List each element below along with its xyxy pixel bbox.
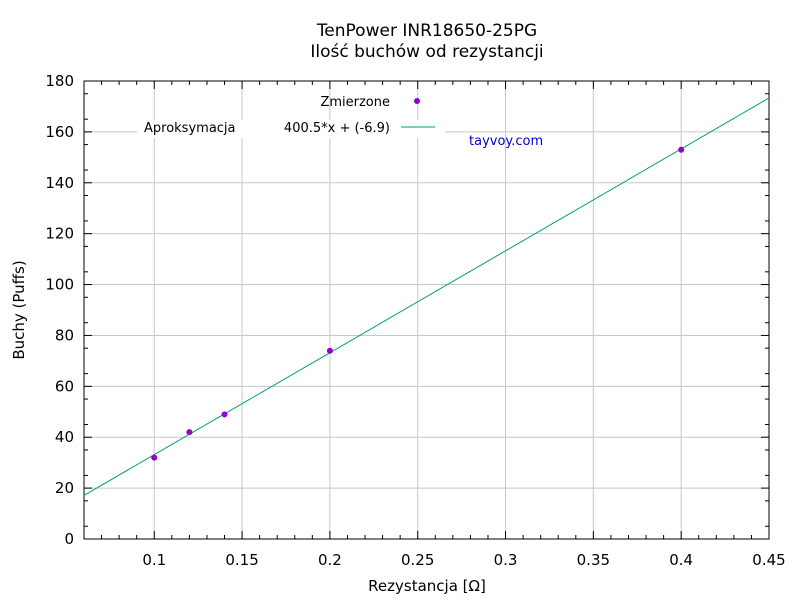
data-point	[678, 146, 685, 153]
y-tick-label: 40	[55, 428, 74, 446]
x-tick-label: 0.1	[142, 551, 166, 569]
y-tick-label: 0	[64, 530, 74, 548]
x-tick-label: 0.2	[318, 551, 342, 569]
x-tick-label: 0.15	[225, 551, 258, 569]
x-tick-label: 0.45	[752, 551, 785, 569]
x-tick-label: 0.3	[494, 551, 518, 569]
y-tick-label: 100	[45, 276, 74, 294]
legend-label-fit: Aproksymacja	[144, 121, 236, 136]
legend: Zmierzone Aproksymacja 400.5*x + (-6.9)	[137, 95, 445, 138]
y-tick-label: 120	[45, 225, 74, 243]
grid	[84, 81, 769, 539]
data-point	[151, 454, 158, 461]
y-axis-label: Buchy (Puffs)	[10, 260, 28, 359]
measured-series	[151, 146, 685, 461]
legend-background	[137, 120, 445, 138]
watermark-text: tayvoy.com	[469, 134, 543, 149]
y-tick-label: 20	[55, 479, 74, 497]
x-tick-labels: 0.1 0.15 0.2 0.25 0.3 0.35 0.4 0.45	[142, 551, 785, 569]
data-point	[326, 347, 333, 354]
legend-label-measured: Zmierzone	[320, 95, 390, 110]
chart-title: TenPower INR18650-25PG	[316, 21, 537, 41]
chart-subtitle: Ilość buchów od rezystancji	[310, 42, 543, 62]
x-tick-label: 0.25	[401, 551, 434, 569]
axis-ticks	[84, 80, 770, 540]
x-tick-label: 0.35	[577, 551, 610, 569]
y-tick-labels: 0 20 40 60 80 100 120 140 160 180	[45, 72, 74, 548]
data-point	[186, 429, 193, 436]
fit-series	[83, 97, 770, 496]
legend-formula-fit: 400.5*x + (-6.9)	[284, 121, 390, 136]
y-tick-label: 160	[45, 123, 74, 141]
x-axis-label: Rezystancja [Ω]	[368, 577, 486, 595]
plot-frame	[83, 80, 770, 540]
y-tick-label: 80	[55, 326, 74, 344]
legend-marker-measured	[414, 98, 420, 104]
data-point	[221, 411, 228, 418]
x-tick-label: 0.4	[669, 551, 693, 569]
fit-line	[83, 97, 770, 496]
y-tick-label: 180	[45, 72, 74, 90]
y-tick-label: 140	[45, 174, 74, 192]
y-tick-label: 60	[55, 377, 74, 395]
